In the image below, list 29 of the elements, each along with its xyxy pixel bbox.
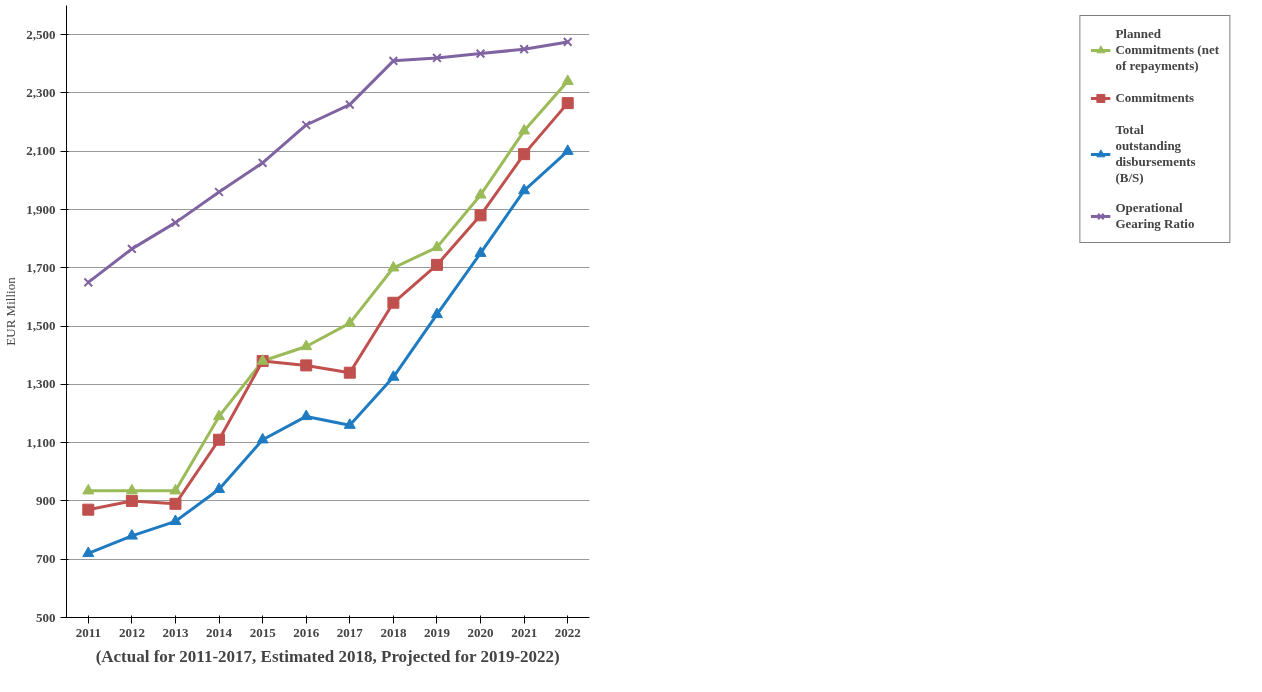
y-tick-label: 700: [36, 551, 56, 567]
y-tick-label: 1,100: [26, 434, 56, 450]
x-tick-label: 2014: [206, 624, 233, 640]
x-tick-label: 2017: [336, 624, 364, 640]
x-tick-label: 2022: [554, 624, 581, 640]
x-tick-label: 2013: [162, 624, 189, 640]
legend-label: Operational Gearing Ratio: [1115, 200, 1195, 232]
y-tick-label: 1,900: [26, 201, 56, 217]
text: (Actual for 2011-2017, Estimated 2018, Projected for 2019-2022): [95, 646, 560, 666]
y-tick-label: 1,500: [26, 318, 56, 334]
y-tick-label: 2,500: [26, 26, 56, 42]
x-tick-label: 2015: [249, 624, 277, 640]
x-tick-label: 2012: [118, 624, 145, 640]
y-tick-label: 2,100: [26, 143, 56, 159]
y-tick-label: 500: [36, 609, 56, 625]
x-tick-label: 2019: [423, 624, 451, 640]
y-tick-label: 2,300: [26, 84, 56, 100]
legend-label: Planned Commitments (net of repayments): [1115, 26, 1219, 74]
x-tick-label: 2011: [75, 624, 101, 640]
y-tick-label: 900: [36, 492, 56, 508]
x-tick-label: 2020: [467, 624, 494, 640]
y-axis-title: EUR Million: [3, 276, 19, 346]
x-tick-label: 2016: [293, 624, 320, 640]
x-tick-label: 2021: [511, 624, 538, 640]
legend-label: Total outstanding disbursements (B/S): [1115, 122, 1196, 186]
x-tick-label: 2018: [380, 624, 407, 640]
y-tick-label: 1,700: [26, 259, 56, 275]
legend-label: Commitments: [1115, 90, 1195, 106]
y-tick-label: 1,300: [26, 376, 56, 392]
